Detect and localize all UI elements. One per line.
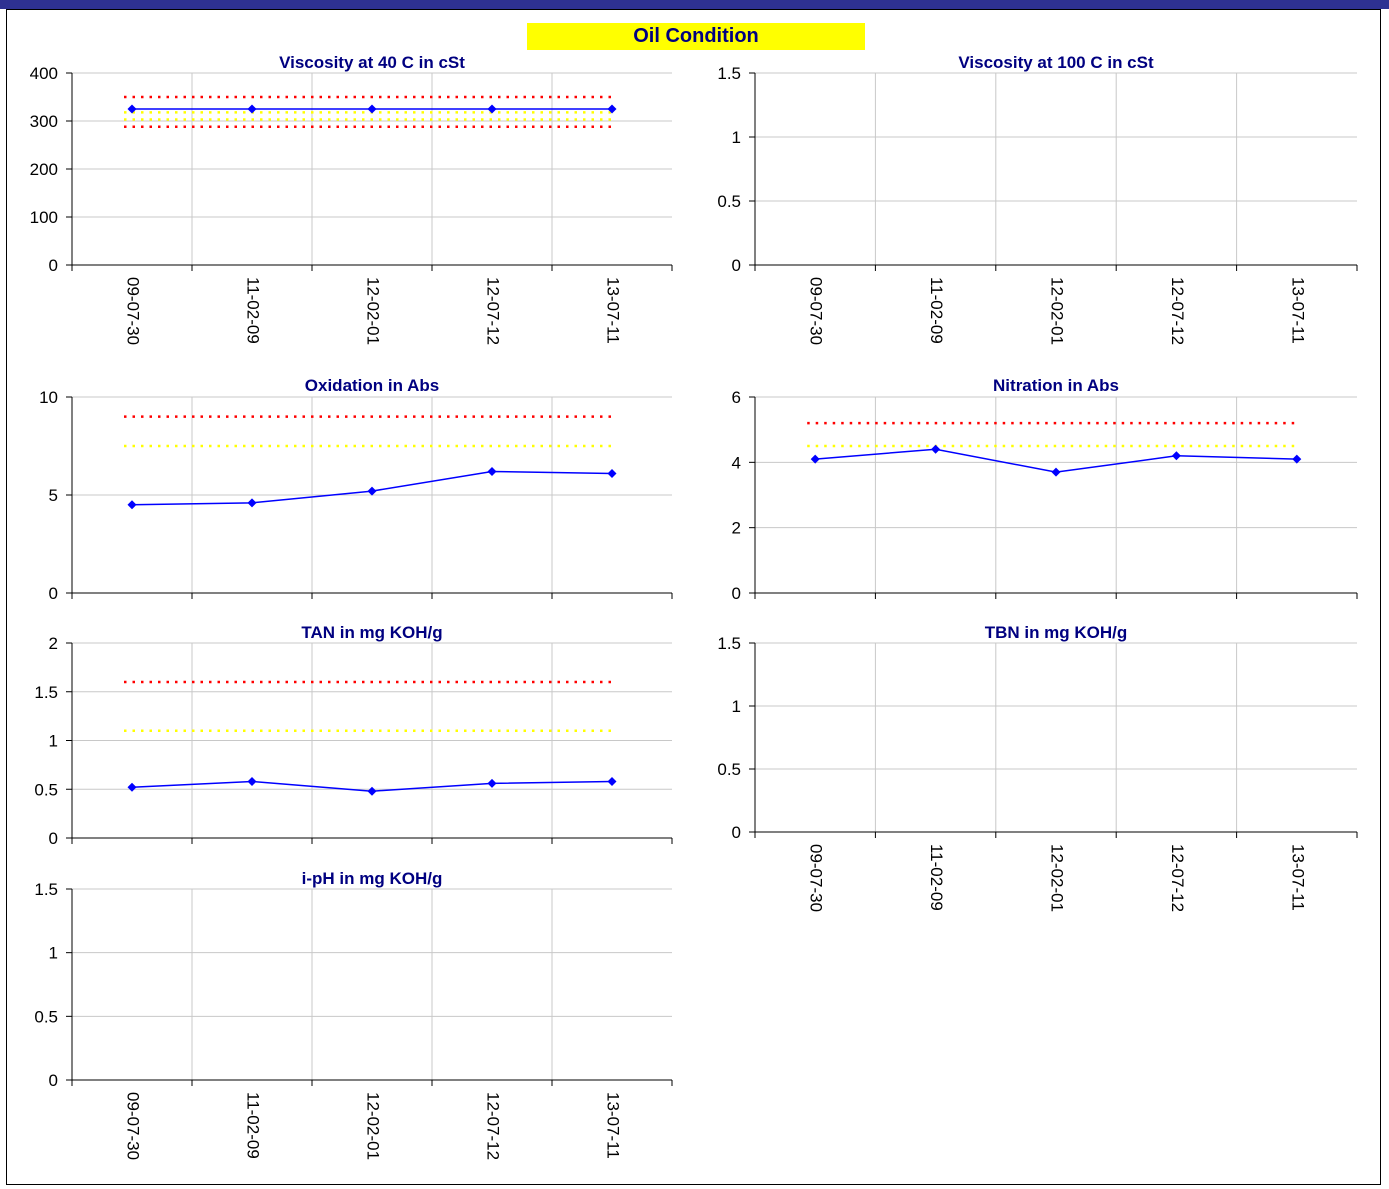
- data-point-marker: [127, 500, 137, 510]
- data-point-marker: [247, 776, 257, 786]
- data-point-marker: [607, 468, 617, 478]
- chart-5: TAN in mg KOH/g 0 0.5 1 1.5 2: [34, 623, 673, 848]
- chart-title: Nitration in Abs: [993, 376, 1119, 395]
- x-tick-label: 09-07-30: [124, 1092, 143, 1160]
- chart-3: Oxidation in Abs 0 5 10: [39, 376, 673, 603]
- chart-title: Viscosity at 100 C in cSt: [958, 53, 1154, 72]
- header-bar: [0, 0, 1389, 9]
- chart-1: Viscosity at 40 C in cSt 0 100 200 300 400 09-…: [30, 53, 673, 345]
- x-tick-label: 11-02-09: [927, 277, 946, 344]
- x-tick-label: 12-07-12: [1168, 844, 1187, 912]
- x-tick-label: 13-07-11: [604, 1092, 623, 1159]
- chart-title: Viscosity at 40 C in cSt: [279, 53, 465, 72]
- y-tick-label: 0: [732, 823, 741, 842]
- data-point-marker: [127, 104, 137, 114]
- x-tick-label: 12-02-01: [1048, 844, 1067, 912]
- y-tick-label: 400: [30, 64, 58, 83]
- data-point-marker: [931, 444, 941, 454]
- x-tick-label: 12-07-12: [1168, 277, 1187, 345]
- page-title: Oil Condition: [527, 23, 865, 50]
- y-tick-label: 1.5: [34, 880, 58, 899]
- y-tick-label: 200: [30, 160, 58, 179]
- chart-2: Viscosity at 100 C in cSt 0 0.5 1 1.5 09-07-3…: [717, 53, 1358, 345]
- chart-7: i-pH in mg KOH/g 0 0.5 1 1.5 09-07-30 11-02-09…: [34, 869, 673, 1160]
- chart-title: i-pH in mg KOH/g: [302, 869, 443, 888]
- x-tick-label: 12-07-12: [484, 1092, 503, 1160]
- y-tick-label: 1.5: [34, 683, 58, 702]
- chart-4: Nitration in Abs 0 2 4 6: [732, 376, 1358, 603]
- x-tick-label: 12-07-12: [484, 277, 503, 345]
- data-point-marker: [1171, 451, 1181, 461]
- y-tick-label: 0.5: [34, 780, 58, 799]
- y-tick-label: 1: [732, 697, 741, 716]
- y-tick-label: 0: [49, 1071, 58, 1090]
- y-tick-label: 1: [732, 128, 741, 147]
- data-point-marker: [367, 786, 377, 796]
- y-tick-label: 1.5: [717, 634, 741, 653]
- data-point-marker: [487, 104, 497, 114]
- x-tick-label: 12-02-01: [364, 277, 383, 345]
- y-tick-label: 300: [30, 112, 58, 131]
- data-point-marker: [607, 104, 617, 114]
- y-tick-label: 4: [732, 453, 741, 472]
- y-tick-label: 0.5: [717, 192, 741, 211]
- y-tick-label: 0: [49, 584, 58, 603]
- x-tick-label: 13-07-11: [1288, 844, 1307, 911]
- y-tick-label: 0: [49, 256, 58, 275]
- data-point-marker: [487, 778, 497, 788]
- y-tick-label: 0: [732, 256, 741, 275]
- x-tick-label: 11-02-09: [244, 1092, 263, 1159]
- y-tick-label: 0.5: [34, 1007, 58, 1026]
- y-tick-label: 1.5: [717, 64, 741, 83]
- x-tick-label: 09-07-30: [807, 844, 826, 912]
- y-tick-label: 1: [49, 732, 58, 751]
- x-tick-label: 11-02-09: [244, 277, 263, 344]
- chart-title: TBN in mg KOH/g: [985, 623, 1128, 642]
- y-tick-label: 0: [49, 829, 58, 848]
- y-tick-label: 6: [732, 388, 741, 407]
- y-tick-label: 0: [732, 584, 741, 603]
- y-tick-label: 2: [49, 634, 58, 653]
- chart-title: Oxidation in Abs: [305, 376, 439, 395]
- x-tick-label: 13-07-11: [1288, 277, 1307, 344]
- y-tick-label: 100: [30, 208, 58, 227]
- x-tick-label: 12-02-01: [364, 1092, 383, 1160]
- data-point-marker: [367, 486, 377, 496]
- data-point-marker: [607, 776, 617, 786]
- chart-title: TAN in mg KOH/g: [301, 623, 442, 642]
- x-tick-label: 09-07-30: [124, 277, 143, 345]
- x-tick-label: 09-07-30: [807, 277, 826, 345]
- y-tick-label: 10: [39, 388, 58, 407]
- data-point-marker: [1051, 467, 1061, 477]
- data-point-marker: [487, 466, 497, 476]
- data-point-marker: [810, 454, 820, 464]
- data-point-marker: [127, 782, 137, 792]
- data-point-marker: [367, 104, 377, 114]
- y-tick-label: 0.5: [717, 760, 741, 779]
- data-point-marker: [247, 104, 257, 114]
- report-frame: [6, 9, 1381, 1185]
- y-tick-label: 5: [49, 486, 58, 505]
- x-tick-label: 11-02-09: [927, 844, 946, 911]
- y-tick-label: 2: [732, 519, 741, 538]
- x-tick-label: 12-02-01: [1048, 277, 1067, 345]
- data-point-marker: [247, 498, 257, 508]
- x-tick-label: 13-07-11: [604, 277, 623, 344]
- data-point-marker: [1292, 454, 1302, 464]
- chart-6: TBN in mg KOH/g 0 0.5 1 1.5 09-07-30 11-02-09 1…: [717, 623, 1358, 912]
- y-tick-label: 1: [49, 944, 58, 963]
